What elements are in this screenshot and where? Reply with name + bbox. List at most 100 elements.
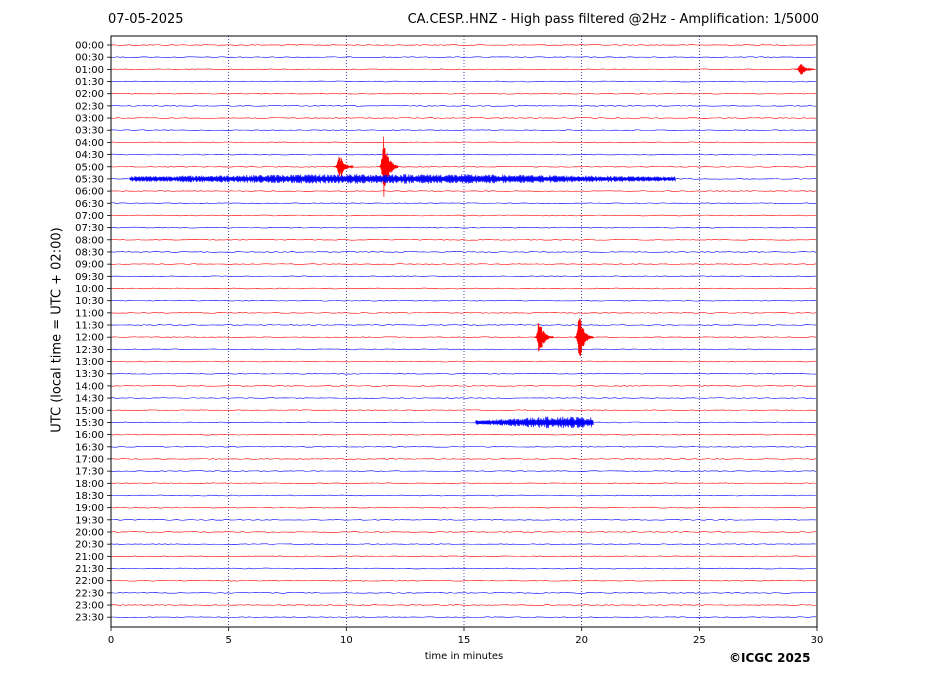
x-tick-label: 30 [811,635,824,646]
trace-line [110,494,817,497]
y-tick-label: 15:00 [75,406,104,417]
trace-line [110,482,817,485]
trace-line [110,226,817,229]
seismic-event-trace [129,174,676,184]
y-tick-label: 04:00 [75,138,104,149]
copyright-label: ©ICGC 2025 [729,651,811,665]
trace-line [110,312,817,314]
y-tick-label: 21:30 [75,564,104,575]
y-tick-label: 18:30 [75,491,104,502]
y-tick-label: 20:00 [75,528,104,539]
trace-line [110,616,817,618]
trace-line [110,239,817,241]
trace-line [110,385,817,387]
trace-line [110,44,817,46]
trace-line [110,324,817,326]
trace-line [110,92,817,95]
trace-line [110,446,817,448]
y-tick-label: 16:30 [75,442,104,453]
y-tick-label: 07:30 [75,223,104,234]
y-tick-label: 21:00 [75,552,104,563]
trace-line [110,105,817,107]
trace-line [110,360,817,363]
trace-line [110,604,817,606]
trace-line [110,202,817,205]
x-tick-label: 15 [458,635,471,646]
y-tick-label: 12:30 [75,345,104,356]
y-tick-label: 06:00 [75,187,104,198]
trace-line [110,129,817,131]
trace-line [110,348,817,351]
y-tick-label: 11:00 [75,308,104,319]
y-tick-label: 04:30 [75,150,104,161]
seismic-event-trace [333,156,354,177]
y-tick-label: 08:30 [75,247,104,258]
seismic-event-trace [794,64,815,75]
trace-line [110,141,817,144]
x-axis-label: time in minutes [424,651,504,662]
y-tick-label: 17:30 [75,467,104,478]
y-tick-label: 19:30 [75,515,104,526]
y-axis-label: UTC (local time = UTC + 02:00) [49,227,65,433]
trace-line [110,506,817,509]
plot-frame [110,35,818,628]
trace-line [110,579,817,582]
y-tick-label: 08:00 [75,235,104,246]
trace-line [110,68,817,71]
trace-line [110,336,817,338]
trace-line [110,165,817,168]
trace-line [110,80,817,83]
trace-line [110,409,817,412]
seismic-event-trace [475,416,594,429]
trace-line [110,287,817,290]
trace-line [110,190,817,192]
y-tick-label: 00:30 [75,53,104,64]
trace-line [110,567,817,570]
y-tick-label: 09:00 [75,260,104,271]
y-tick-label: 01:00 [75,65,104,76]
y-tick-label: 06:30 [75,199,104,210]
trace-line [110,470,817,472]
trace-line [110,56,817,58]
trace-line [110,519,817,521]
y-tick-label: 02:30 [75,101,104,112]
y-tick-label: 14:30 [75,394,104,405]
trace-line [110,397,817,399]
y-tick-label: 05:00 [75,162,104,173]
trace-line [110,421,817,424]
y-tick-label: 02:00 [75,89,104,100]
y-tick-label: 07:00 [75,211,104,222]
trace-line [110,531,817,533]
y-tick-label: 23:00 [75,601,104,612]
trace-line [110,214,817,217]
seismic-event-trace [533,323,554,352]
trace-line [110,153,817,156]
seismic-event-trace [573,318,594,357]
trace-line [110,251,817,253]
trace-line [110,543,817,545]
y-tick-label: 12:00 [75,333,104,344]
y-tick-label: 22:30 [75,588,104,599]
y-tick-label: 10:30 [75,296,104,307]
y-tick-label: 10:00 [75,284,104,295]
trace-line [110,263,817,265]
y-tick-label: 03:30 [75,126,104,137]
trace-line [110,275,817,278]
trace-line [110,117,817,119]
y-tick-label: 19:00 [75,503,104,514]
x-tick-label: 25 [693,635,706,646]
y-tick-label: 05:30 [75,174,104,185]
trace-line [110,299,817,302]
y-tick-label: 23:30 [75,613,104,624]
y-tick-label: 00:00 [75,41,104,52]
trace-line [110,433,817,436]
trace-line [110,555,817,558]
trace-line [110,592,817,594]
x-tick-label: 10 [340,635,353,646]
x-tick-label: 0 [108,635,114,646]
y-tick-label: 01:30 [75,77,104,88]
chart-date: 07-05-2025 [108,12,184,27]
trace-line [110,458,817,460]
